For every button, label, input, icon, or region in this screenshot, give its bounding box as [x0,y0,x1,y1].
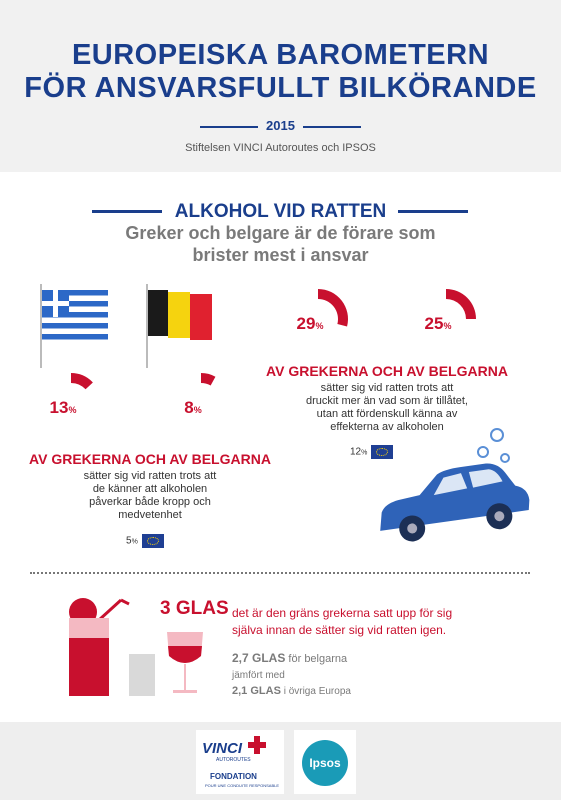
greece-drink-limit-gauge [318,289,348,327]
right-desc-line: druckit mer än vad som är tillåtet, [305,395,468,407]
left-desc-line: sätter sig vid ratten trots att [83,470,217,482]
left-desc-line: medvetenhet [118,509,182,521]
gauge-arc [446,289,476,319]
gauge-arc [201,373,216,386]
left-europe-unit: % [131,538,138,546]
section-subtitle-line-2: brister mest i ansvar [192,245,369,265]
right-heading: AV GREKERNA OCH AV BELGARNA [266,363,508,379]
section-title: ALKOHOL VID RATTEN [174,201,387,222]
left-europe-value: 5 [126,535,132,547]
drinks-icon [69,598,203,696]
belgium-glasses-text: för belgarna [288,653,348,665]
eu-flag-icon [141,534,164,548]
section-separator [30,572,530,574]
europe-glasses-text: i övriga Europa [283,686,351,697]
left-heading: AV GREKERNA OCH AV BELGARNA [29,451,271,467]
divider [200,126,258,128]
section-divider [398,210,468,213]
autoroutes-text: AUTOROUTES [216,757,251,763]
belgium-drink-limit-value: 25% [424,314,452,333]
gauge-arc [318,289,348,327]
three-glasses-value: 3 GLAS [160,598,229,619]
right-europe-unit: % [361,449,368,457]
europe-glasses: 2,1 GLAS i övriga Europa [232,685,351,697]
glasses-desc-line: det är den gräns grekerna satt upp för s… [232,606,453,620]
header-banner: EUROPEISKA BAROMETERN FÖR ANSVARSFULLT B… [0,0,561,172]
footer: VINCI AUTOROUTES FONDATION POUR UNE COND… [0,722,561,800]
three-glasses-description: det är den gräns grekerna satt upp för s… [232,605,492,639]
greece-drink-limit-value: 29% [296,314,324,333]
greece-impaired-gauge [71,373,93,390]
title-line-2: FÖR ANSVARSFULLT BILKÖRANDE [24,72,537,104]
vinci-wordmark: VINCI [202,740,243,757]
right-description: sätter sig vid ratten trots att druckit … [252,382,522,434]
section-subtitle: Greker och belgare är de förare som bris… [0,222,561,266]
divider [303,126,361,128]
fondation-subtext: POUR UNE CONDUITE RESPONSABLE [204,783,279,788]
europe-glasses-value: 2,1 GLAS [232,685,281,697]
right-europe-value: 12 [350,446,362,458]
vinci-cross-icon [248,736,266,754]
belgium-flag-icon [146,284,212,368]
left-desc-line: de känner att alkoholen [92,483,208,495]
ipsos-wordmark: Ipsos [309,756,341,770]
compared-text: jämfört med [232,670,285,681]
right-desc-line: utan att fördenskull känna av [316,408,458,420]
right-europe-stat: 12% [350,445,394,459]
belgium-glasses: 2,7 GLAS för belgarna [232,651,347,665]
belgium-impaired-gauge [201,373,216,386]
fondation-text: FONDATION [210,772,257,781]
section-divider [92,210,162,213]
ipsos-logo-icon: Ipsos [302,740,348,786]
glasses-desc-line: själva innan de sätter sig vid ratten ig… [232,623,447,637]
left-description: sätter sig vid ratten trots att de känne… [15,470,285,522]
left-desc-line: påverkar både kropp och [89,496,211,508]
subtitle: Stiftelsen VINCI Autoroutes och IPSOS [185,142,376,154]
greece-flag-icon [40,284,108,368]
vinci-logo: VINCI AUTOROUTES FONDATION POUR UNE COND… [196,730,284,794]
belgium-glasses-value: 2,7 GLAS [232,651,286,665]
section-subtitle-line-1: Greker och belgare är de förare som [125,223,436,243]
right-desc-line: sätter sig vid ratten trots att [320,382,454,394]
year: 2015 [266,118,295,133]
ipsos-logo-box: Ipsos [294,730,356,794]
gauge-arc [71,373,93,390]
right-desc-line: effekterna av alkoholen [330,421,444,433]
eu-flag-icon [371,445,394,459]
greece-impaired-value: 13% [49,398,77,417]
title-line-1: EUROPEISKA BAROMETERN [71,39,490,71]
car-icon [380,428,530,542]
belgium-impaired-value: 8% [184,398,202,417]
left-europe-stat: 5% [126,534,164,548]
belgium-drink-limit-gauge [446,289,476,319]
